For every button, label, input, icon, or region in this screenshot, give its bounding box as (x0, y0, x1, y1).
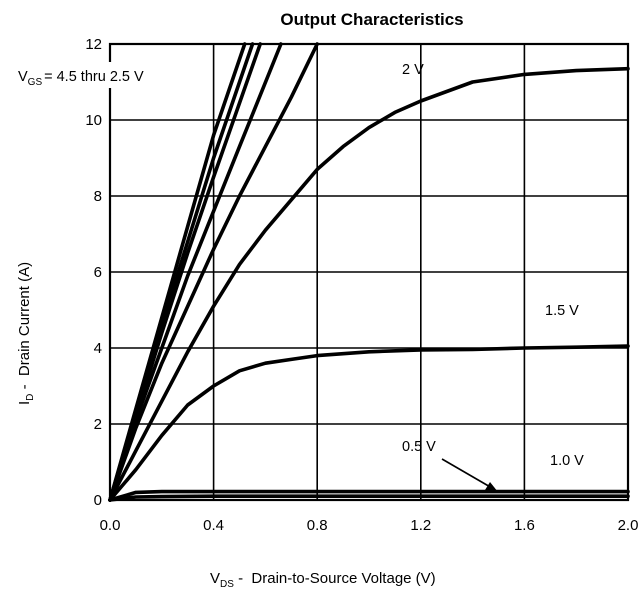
x-tick-labels: 0.0 0.4 0.8 1.2 1.6 2.0 (100, 517, 639, 534)
x-tick-label: 1.6 (514, 517, 535, 534)
y-axis-label: ID - Drain Current (A) (16, 262, 36, 405)
annotation-1-5v: 1.5 V (545, 303, 579, 319)
series-line-1-0-v (108, 489, 630, 502)
annotation-2v: 2 V (402, 62, 424, 78)
y-tick-label: 12 (85, 36, 102, 53)
plot-frame (108, 42, 630, 502)
series-line-2-5-v (108, 42, 320, 502)
series-group (108, 42, 630, 502)
y-tick-label: 10 (85, 112, 102, 129)
annotation-vgs-text: = 4.5 thru 2.5 V (44, 69, 144, 85)
y-tick-label: 0 (94, 492, 102, 509)
x-axis-label: VDS - Drain-to-Source Voltage (V) (210, 570, 436, 590)
x-tick-label: 0.0 (100, 517, 121, 534)
annotation-0-5v-arrow (441, 458, 498, 492)
x-tick-label: 0.4 (203, 517, 224, 534)
x-tick-label: 0.8 (307, 517, 328, 534)
y-tick-label: 2 (94, 416, 102, 433)
vgs-label-background (14, 62, 212, 88)
annotation-0-5v: 0.5 V (402, 439, 436, 455)
series-line-2-v (108, 66, 630, 502)
x-tick-label: 1.2 (410, 517, 431, 534)
chart-title: Output Characteristics (280, 10, 463, 29)
grid (110, 44, 628, 500)
annotation-1-0v: 1.0 V (550, 453, 584, 469)
x-tick-label: 2.0 (618, 517, 639, 534)
series-line-0-5-v (108, 494, 630, 502)
series-line-1-5-v (108, 344, 630, 502)
y-tick-labels: 0 2 4 6 8 10 12 (85, 36, 102, 509)
annotation-vgs-range: VGS = 4.5 thru 2.5 V (18, 69, 144, 88)
y-tick-label: 6 (94, 264, 102, 281)
series-line-3-0-v (108, 42, 283, 502)
y-tick-label: 8 (94, 188, 102, 205)
y-tick-label: 4 (94, 340, 102, 357)
annotation-vgs-sub: GS (28, 77, 43, 88)
annotation-vgs-main: V (18, 69, 28, 85)
